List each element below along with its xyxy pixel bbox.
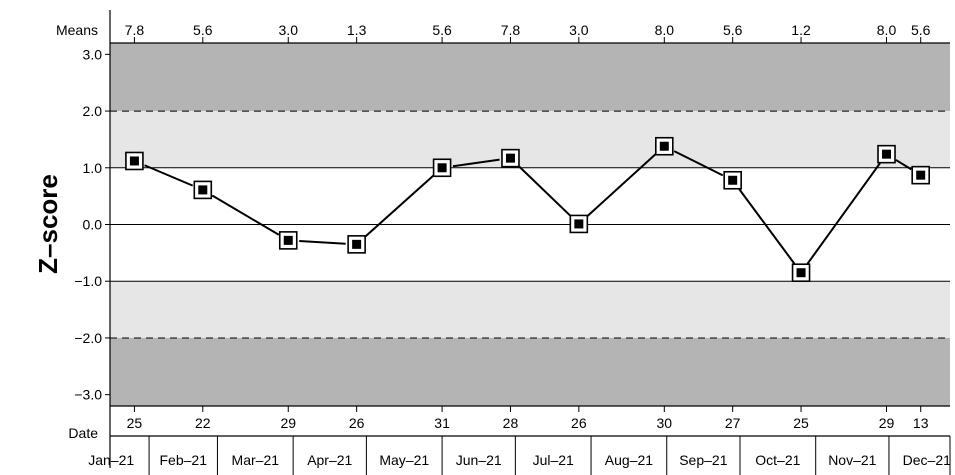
data-point-marker-center [283, 235, 293, 245]
day-label: 29 [280, 415, 296, 431]
mean-value-label: 3.0 [279, 22, 299, 38]
data-point-marker-center [796, 268, 806, 278]
day-label: 29 [879, 415, 895, 431]
shaded-band [110, 281, 950, 338]
y-tick-label: 2.0 [83, 103, 103, 119]
data-point-marker-center [916, 170, 926, 180]
month-label: Sep–21 [679, 452, 727, 468]
series-line-segment [517, 165, 572, 218]
data-point-marker-center [437, 163, 447, 173]
day-label: 30 [657, 415, 673, 431]
month-label: Dec–21 [903, 452, 951, 468]
day-label: 13 [913, 415, 929, 431]
day-label: 26 [571, 415, 587, 431]
day-label: 26 [349, 415, 365, 431]
z-score-series [125, 136, 930, 283]
mean-value-label: 8.0 [877, 22, 897, 38]
data-point-marker-center [659, 141, 669, 151]
mean-value-label: 1.2 [791, 22, 811, 38]
y-tick-label: 3.0 [83, 46, 103, 62]
day-label: 25 [793, 415, 809, 431]
shaded-band [110, 111, 950, 168]
mean-value-label: 5.6 [432, 22, 452, 38]
day-label: 28 [503, 415, 519, 431]
data-point-marker-center [198, 185, 208, 195]
mean-value-label: 1.3 [347, 22, 367, 38]
mean-value-label: 7.8 [501, 22, 521, 38]
y-tick-label: 0.0 [83, 217, 103, 233]
series-line-segment [586, 152, 657, 218]
month-label: Jan–21 [88, 452, 134, 468]
series-line-segment [364, 174, 435, 238]
series-line-segment [299, 240, 346, 245]
series-line-segment [144, 164, 194, 187]
mean-value-label: 5.6 [911, 22, 931, 38]
month-label: Nov–21 [828, 452, 876, 468]
data-point-marker-center [129, 156, 139, 166]
data-point-marker-center [728, 175, 738, 185]
y-axis-label: Z–score [33, 174, 63, 274]
month-label: Feb–21 [160, 452, 208, 468]
date-axis: 25 22 29 26 31 28 26 30 27 25 29 13 Jan–21 Feb–21 Mar–… [88, 406, 951, 475]
month-label: Apr–21 [307, 452, 352, 468]
month-label: Jul–21 [533, 452, 574, 468]
y-axis-ticks: 3.0 2.0 1.0 0.0 −1.0 −2.0 −3.0 [74, 46, 110, 403]
mean-value-label: 5.6 [723, 22, 743, 38]
y-tick-label: −2.0 [74, 330, 102, 346]
month-label: Mar–21 [232, 452, 280, 468]
month-label: Oct–21 [755, 452, 800, 468]
y-tick-label: −3.0 [74, 387, 102, 403]
day-label: 22 [195, 415, 211, 431]
mean-value-label: 7.8 [125, 22, 145, 38]
data-point-marker-center [352, 239, 362, 249]
y-tick-label: −1.0 [74, 273, 102, 289]
month-label: Jun–21 [456, 452, 502, 468]
means-axis: 7.8 5.6 3.0 1.3 5.6 7.8 3.0 8.0 5.6 1.2 8.0 5.6 [125, 22, 931, 43]
shaded-band [110, 337, 950, 406]
reference-bands [110, 43, 950, 406]
month-label: Aug–21 [605, 452, 653, 468]
data-point-marker-center [505, 153, 515, 163]
data-point-marker-center [574, 219, 584, 229]
y-tick-label: 1.0 [83, 160, 103, 176]
mean-value-label: 5.6 [193, 22, 213, 38]
data-point-marker-center [882, 149, 892, 159]
day-label: 25 [127, 415, 143, 431]
mean-value-label: 8.0 [655, 22, 675, 38]
series-line-segment [211, 194, 280, 236]
mean-value-label: 3.0 [569, 22, 589, 38]
series-line-segment [738, 188, 796, 265]
date-row-label: Date [68, 425, 98, 441]
series-line-segment [673, 150, 724, 177]
chart-frame [109, 10, 950, 468]
month-label: May–21 [379, 452, 429, 468]
series-line-segment [806, 162, 881, 265]
day-label: 27 [725, 415, 741, 431]
day-label: 31 [434, 415, 450, 431]
series-line-segment [452, 158, 500, 168]
reference-lines [110, 110, 950, 339]
shaded-band [110, 43, 950, 112]
means-row-label: Means [56, 22, 98, 38]
series-line-segment [895, 159, 912, 171]
